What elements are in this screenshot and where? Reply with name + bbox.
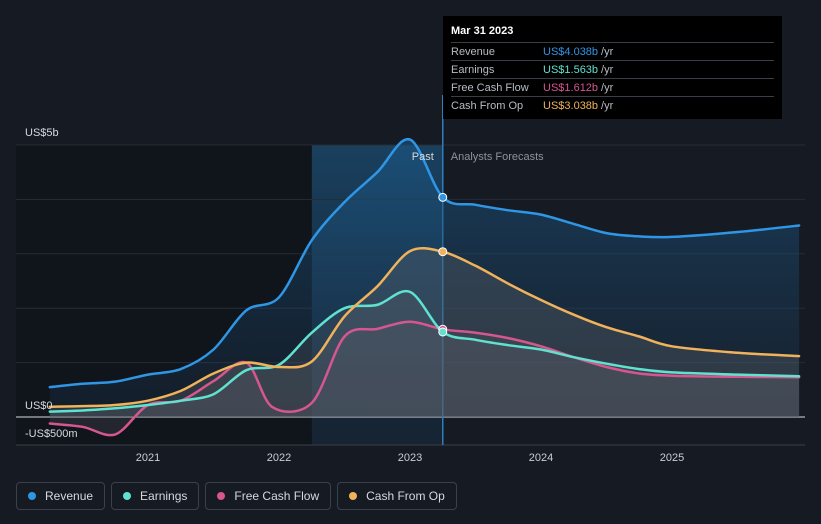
area-free-cash-flow <box>49 321 800 436</box>
tooltip-label: Free Cash Flow <box>451 81 529 94</box>
y-axis-label: US$5b <box>25 127 59 139</box>
legend-item-revenue[interactable]: Revenue <box>16 482 106 510</box>
tooltip-row-cash-from-op: Cash From Op US$3.038b /yr <box>451 96 774 114</box>
earnings-dot-icon <box>123 492 132 500</box>
x-tick-label: 2023 <box>398 452 422 464</box>
line-earnings <box>48 289 801 413</box>
x-tick-label: 2025 <box>660 452 684 464</box>
y-axis-label: -US$500m <box>25 428 78 440</box>
tooltip-unit: /yr <box>601 99 614 112</box>
line-revenue <box>48 138 801 389</box>
legend-label: Earnings <box>140 489 188 503</box>
revenue-dot-icon <box>28 492 36 500</box>
tooltip-label: Revenue <box>451 45 496 58</box>
tooltip-value: US$4.038b <box>543 45 599 58</box>
point-revenue <box>438 192 448 202</box>
tooltip: Mar 31 2023 Revenue US$4.038b /yr Earnin… <box>443 16 782 119</box>
tooltip-label: Cash From Op <box>451 99 524 112</box>
legend-item-earnings[interactable]: Earnings <box>111 482 200 510</box>
legend-item-free-cash-flow[interactable]: Free Cash Flow <box>205 482 332 510</box>
tooltip-row-earnings: Earnings US$1.563b /yr <box>451 60 774 78</box>
past-label: Past <box>412 151 434 163</box>
tooltip-unit: /yr <box>601 45 614 58</box>
forecast-label: Analysts Forecasts <box>451 151 544 163</box>
x-tick-label: 2024 <box>529 452 553 464</box>
legend-label: Revenue <box>45 489 94 503</box>
legend: Revenue Earnings Free Cash Flow Cash Fro… <box>16 482 457 510</box>
legend-item-cash-from-op[interactable]: Cash From Op <box>337 482 457 510</box>
legend-label: Cash From Op <box>366 489 445 503</box>
legend-label: Free Cash Flow <box>234 489 320 503</box>
tooltip-value: US$1.563b <box>543 63 599 76</box>
line-cash-from-op <box>48 246 801 408</box>
free-cash-flow-dot-icon <box>217 492 226 500</box>
tooltip-value: US$3.038b <box>543 99 599 112</box>
cash-from-op-dot-icon <box>349 492 358 500</box>
tooltip-date: Mar 31 2023 <box>451 25 514 37</box>
point-earnings <box>438 327 448 337</box>
point-cash-from-op <box>438 247 448 257</box>
tooltip-row-revenue: Revenue US$4.038b /yr <box>451 42 774 60</box>
tooltip-row-free-cash-flow: Free Cash Flow US$1.612b /yr <box>451 78 774 96</box>
area-revenue <box>49 139 800 417</box>
area-earnings <box>49 291 800 417</box>
tooltip-value: US$1.612b <box>543 81 599 94</box>
tooltip-label: Earnings <box>451 63 495 76</box>
tooltip-unit: /yr <box>601 81 614 94</box>
tooltip-unit: /yr <box>601 63 614 76</box>
x-tick-label: 2022 <box>267 452 291 464</box>
x-tick-label: 2021 <box>136 452 160 464</box>
y-axis-label: US$0 <box>25 400 53 412</box>
